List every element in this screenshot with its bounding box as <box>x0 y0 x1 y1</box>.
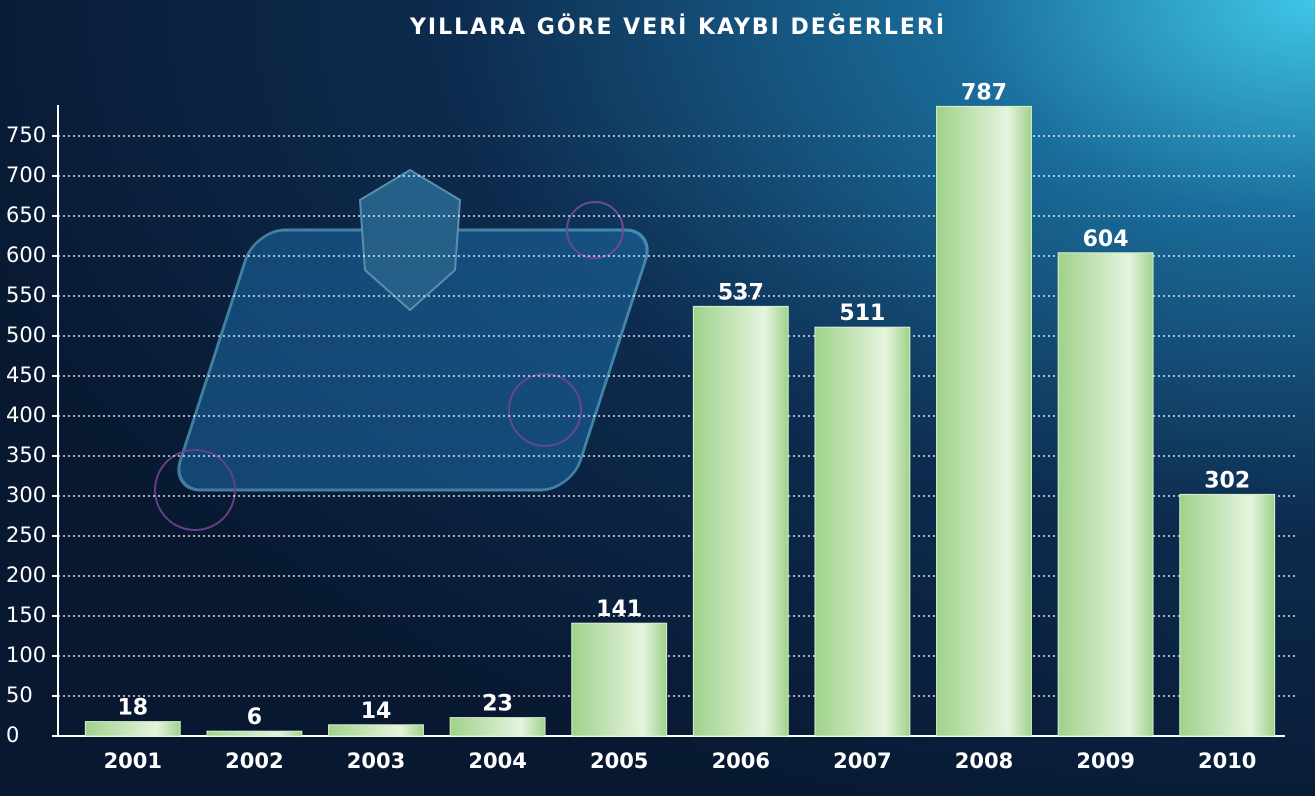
y-tick-label: 650 <box>6 203 46 227</box>
value-label: 23 <box>482 692 513 717</box>
bar <box>936 105 1032 737</box>
value-label: 6 <box>247 705 262 730</box>
bar <box>449 717 546 737</box>
value-label: 302 <box>1204 468 1250 493</box>
y-tick-label: 750 <box>6 123 46 147</box>
x-tick-label: 2003 <box>347 749 405 773</box>
bar <box>814 326 911 737</box>
bar <box>206 730 303 737</box>
y-tick-label: 500 <box>6 323 46 347</box>
value-label: 511 <box>839 301 885 326</box>
y-tick-label: 150 <box>6 603 46 627</box>
y-tick-label: 300 <box>6 483 46 507</box>
value-label: 537 <box>718 280 764 305</box>
x-tick-label: 2010 <box>1198 749 1256 773</box>
y-tick-label: 200 <box>6 563 46 587</box>
bar <box>1179 493 1276 737</box>
y-tick-label: 400 <box>6 403 46 427</box>
y-tick-label: 50 <box>6 683 33 707</box>
x-tick-label: 2007 <box>833 749 891 773</box>
value-label: 141 <box>596 597 642 622</box>
x-tick-label: 2008 <box>955 749 1013 773</box>
bar <box>1057 252 1154 737</box>
bar <box>328 724 424 737</box>
bar <box>571 622 668 737</box>
value-label: 604 <box>1083 227 1129 252</box>
chart-title: YILLARA GÖRE VERİ KAYBI DEĞERLERİ <box>409 14 946 40</box>
y-tick-label: 100 <box>6 643 46 667</box>
y-tick-label: 700 <box>6 163 46 187</box>
value-label: 14 <box>361 699 392 724</box>
bar <box>692 305 789 737</box>
y-tick-label: 450 <box>6 363 46 387</box>
x-tick-label: 2009 <box>1076 749 1134 773</box>
value-label: 18 <box>117 696 148 721</box>
x-tick-label: 2005 <box>590 749 648 773</box>
x-tick-label: 2004 <box>468 749 526 773</box>
y-tick-label: 600 <box>6 243 46 267</box>
y-tick-label: 550 <box>6 283 46 307</box>
x-tick-label: 2002 <box>225 749 283 773</box>
value-label: 787 <box>961 80 1007 105</box>
bar <box>84 721 181 737</box>
y-tick-label: 350 <box>6 443 46 467</box>
x-tick-label: 2001 <box>104 749 162 773</box>
y-tick-label: 0 <box>6 723 19 747</box>
y-tick-label: 250 <box>6 523 46 547</box>
illustration <box>154 168 649 531</box>
x-tick-label: 2006 <box>712 749 770 773</box>
